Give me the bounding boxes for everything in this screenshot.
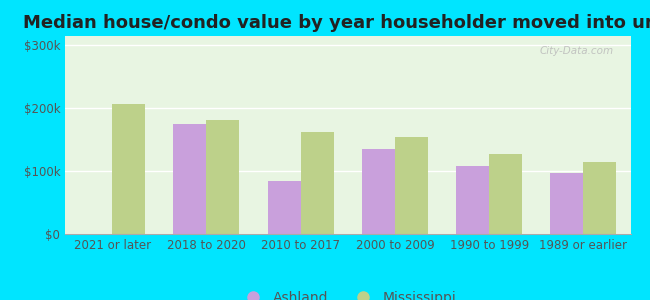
Legend: Ashland, Mississippi: Ashland, Mississippi bbox=[234, 285, 462, 300]
Title: Median house/condo value by year householder moved into unit: Median house/condo value by year househo… bbox=[23, 14, 650, 32]
Bar bbox=[456, 166, 489, 234]
Bar bbox=[362, 149, 395, 234]
Bar bbox=[395, 136, 428, 234]
Bar bbox=[207, 120, 239, 234]
Bar bbox=[300, 132, 333, 234]
Bar bbox=[489, 154, 522, 234]
Bar bbox=[584, 162, 616, 234]
Bar bbox=[268, 181, 300, 234]
Text: City-Data.com: City-Data.com bbox=[540, 46, 614, 56]
Bar bbox=[112, 104, 145, 234]
Bar bbox=[174, 124, 206, 234]
Bar bbox=[551, 173, 584, 234]
